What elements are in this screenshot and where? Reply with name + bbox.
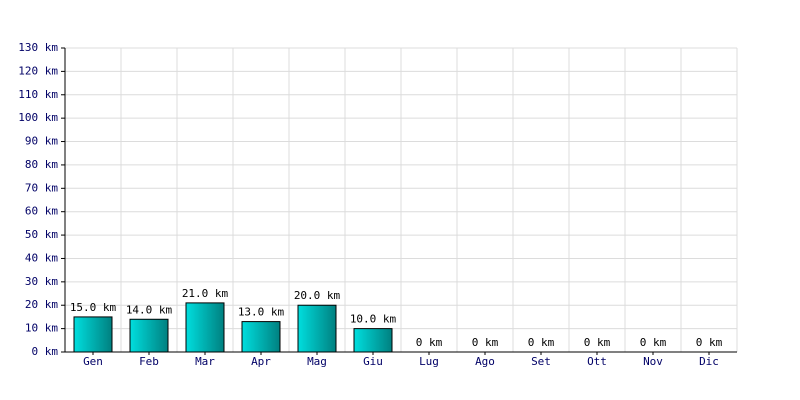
y-tick-label: 40 km bbox=[25, 251, 58, 264]
x-tick-label: Gen bbox=[83, 355, 103, 368]
y-tick-label: 60 km bbox=[25, 205, 58, 218]
x-tick-label: Lug bbox=[419, 355, 439, 368]
value-label: 0 km bbox=[416, 336, 443, 349]
value-label: 21.0 km bbox=[182, 287, 229, 300]
y-tick-label: 0 km bbox=[32, 345, 59, 358]
bar bbox=[73, 316, 113, 353]
y-tick-label: 10 km bbox=[25, 322, 58, 335]
y-tick-label: 50 km bbox=[25, 228, 58, 241]
y-tick-label: 100 km bbox=[18, 111, 58, 124]
value-label: 13.0 km bbox=[238, 306, 285, 319]
y-tick-label: 30 km bbox=[25, 275, 58, 288]
y-tick-label: 130 km bbox=[18, 41, 58, 54]
x-tick-label: Set bbox=[531, 355, 551, 368]
value-label: 0 km bbox=[528, 336, 555, 349]
y-tick-label: 120 km bbox=[18, 64, 58, 77]
bar bbox=[241, 321, 281, 353]
value-label: 0 km bbox=[472, 336, 499, 349]
x-tick-label: Mar bbox=[195, 355, 215, 368]
y-tick-label: 90 km bbox=[25, 135, 58, 148]
y-tick-label: 110 km bbox=[18, 88, 58, 101]
y-tick-label: 80 km bbox=[25, 158, 58, 171]
bar bbox=[129, 318, 169, 353]
x-tick-label: Dic bbox=[699, 355, 719, 368]
bar bbox=[185, 302, 225, 353]
x-tick-label: Ott bbox=[587, 355, 607, 368]
x-tick-label: Feb bbox=[139, 355, 159, 368]
y-tick-label: 70 km bbox=[25, 181, 58, 194]
value-label: 0 km bbox=[640, 336, 667, 349]
x-tick-label: Apr bbox=[251, 355, 271, 368]
value-label: 0 km bbox=[696, 336, 723, 349]
value-label: 15.0 km bbox=[70, 301, 117, 314]
bar bbox=[297, 304, 337, 353]
value-label: 14.0 km bbox=[126, 303, 173, 316]
bar bbox=[353, 328, 393, 353]
x-tick-label: Giu bbox=[363, 355, 383, 368]
y-tick-label: 20 km bbox=[25, 298, 58, 311]
value-label: 20.0 km bbox=[294, 289, 341, 302]
value-label: 10.0 km bbox=[350, 313, 397, 326]
value-label: 0 km bbox=[584, 336, 611, 349]
x-tick-label: Mag bbox=[307, 355, 327, 368]
x-tick-label: Ago bbox=[475, 355, 495, 368]
x-tick-label: Nov bbox=[643, 355, 663, 368]
